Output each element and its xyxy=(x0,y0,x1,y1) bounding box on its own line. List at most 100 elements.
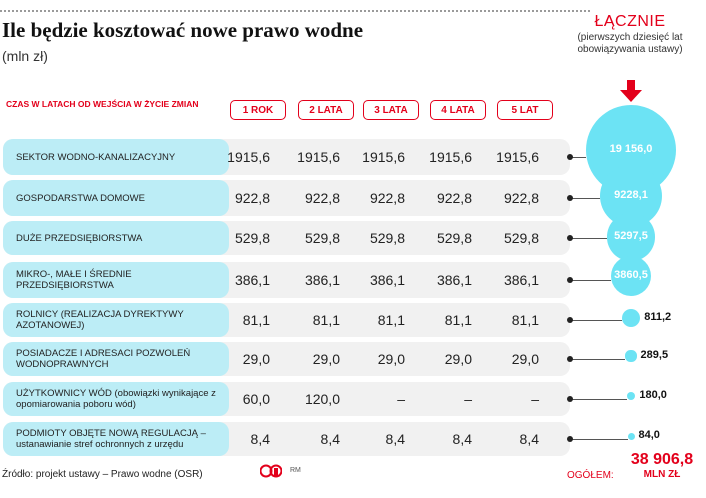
row-value-2: 1915,6 xyxy=(297,149,340,165)
leader-line xyxy=(570,320,622,321)
leader-line xyxy=(570,198,600,199)
column-header-5: 5 LAT xyxy=(497,100,553,120)
row-value-1: 529,8 xyxy=(234,230,270,246)
row-value-2: 120,0 xyxy=(304,391,340,407)
total-bubble xyxy=(626,391,636,401)
row-value-4: 1915,6 xyxy=(429,149,472,165)
row-value-3: 529,8 xyxy=(369,230,405,246)
total-value-label: 289,5 xyxy=(640,349,669,361)
total-value-label: 180,0 xyxy=(639,389,667,401)
chart-title: Ile będzie kosztować nowe prawo wodne xyxy=(2,18,364,42)
leader-dot xyxy=(567,356,573,362)
total-bubble xyxy=(627,432,635,440)
column-header-1: 1 ROK xyxy=(230,100,286,120)
table-row: PODMIOTY OBJĘTE NOWĄ REGULACJĄ – ustanaw… xyxy=(3,422,570,456)
row-value-1: 60,0 xyxy=(242,391,270,407)
leader-line xyxy=(570,157,586,158)
total-value-label: 19 156,0 xyxy=(609,143,653,155)
leader-line xyxy=(570,280,611,281)
total-bubble xyxy=(610,255,652,297)
row-value-4: 386,1 xyxy=(436,272,472,288)
row-value-3: 1915,6 xyxy=(362,149,405,165)
row-value-5: 29,0 xyxy=(511,351,539,367)
leader-dot xyxy=(567,396,573,402)
leader-line xyxy=(570,439,628,440)
row-value-2: 922,8 xyxy=(304,190,340,206)
leader-dot xyxy=(567,277,573,283)
leader-dot xyxy=(567,154,573,160)
row-value-1: 1915,6 xyxy=(227,149,270,165)
table-row: ROLNICY (REALIZACJA DYREKTYWY AZOTANOWEJ… xyxy=(3,303,570,337)
total-value-label: 9228,1 xyxy=(614,189,648,201)
row-value-2: 8,4 xyxy=(320,431,340,447)
row-label: PODMIOTY OBJĘTE NOWĄ REGULACJĄ – ustanaw… xyxy=(3,422,229,456)
row-value-4: 8,4 xyxy=(452,431,472,447)
row-label: DUŻE PRZEDSIĘBIORSTWA xyxy=(3,221,229,255)
top-dotted-rule xyxy=(0,10,590,12)
total-value-label: 3860,5 xyxy=(614,269,648,281)
row-value-4: – xyxy=(464,391,472,407)
row-value-3: 81,1 xyxy=(377,312,405,328)
column-header-3: 3 LATA xyxy=(363,100,419,120)
total-value-label: 811,2 xyxy=(644,311,672,323)
chart-unit: (mln zł) xyxy=(2,48,48,64)
grand-total: 38 906,8 MLN ZŁ xyxy=(620,451,704,481)
row-label: POSIADACZE I ADRESACI POZWOLEŃ WODNOPRAW… xyxy=(3,342,229,376)
total-header-title: ŁĄCZNIE xyxy=(594,13,666,30)
leader-dot xyxy=(567,235,573,241)
row-value-5: 529,8 xyxy=(503,230,539,246)
row-value-5: 1915,6 xyxy=(496,149,539,165)
grand-total-value: 38 906,8 xyxy=(630,451,694,468)
leader-line xyxy=(570,238,608,239)
total-value-label: 84,0 xyxy=(638,429,660,441)
total-value-label: 5297,5 xyxy=(614,230,648,242)
row-value-1: 8,4 xyxy=(250,431,270,447)
leader-line xyxy=(570,399,627,400)
row-label: MIKRO-, MAŁE I ŚREDNIE PRZEDSIĘBIORSTWA xyxy=(3,262,229,298)
grand-total-unit: MLN ZŁ xyxy=(643,469,681,480)
source-note: Źródło: projekt ustawy – Prawo wodne (OS… xyxy=(2,469,203,480)
row-value-5: – xyxy=(531,391,539,407)
table-row: SEKTOR WODNO-KANALIZACYJNY 1915,6 1915,6 19… xyxy=(3,139,570,175)
total-bubble xyxy=(621,308,641,328)
row-value-1: 81,1 xyxy=(242,312,270,328)
row-value-3: 29,0 xyxy=(377,351,405,367)
column-header-2: 2 LATA xyxy=(298,100,354,120)
row-value-5: 922,8 xyxy=(503,190,539,206)
table-row: DUŻE PRZEDSIĘBIORSTWA 529,8 529,8 529,8 529,… xyxy=(3,221,570,255)
row-value-5: 81,1 xyxy=(511,312,539,328)
row-value-3: 386,1 xyxy=(369,272,405,288)
leader-dot xyxy=(567,195,573,201)
total-bubble xyxy=(625,350,637,362)
row-value-3: 8,4 xyxy=(385,431,405,447)
leader-dot xyxy=(567,317,573,323)
row-value-3: – xyxy=(397,391,405,407)
row-value-2: 29,0 xyxy=(312,351,340,367)
row-label: GOSPODARSTWA DOMOWE xyxy=(3,180,229,216)
row-value-5: 8,4 xyxy=(519,431,539,447)
table-row: UŻYTKOWNICY WÓD (obowiązki wynikające z … xyxy=(3,382,570,416)
grand-total-label: OGÓŁEM: xyxy=(567,470,614,481)
row-value-4: 29,0 xyxy=(444,351,472,367)
table-row: MIKRO-, MAŁE I ŚREDNIE PRZEDSIĘBIORSTWA 3… xyxy=(3,262,570,298)
row-value-5: 386,1 xyxy=(503,272,539,288)
publisher-logo-icon xyxy=(260,464,282,478)
total-bubble xyxy=(607,213,655,261)
total-header: ŁĄCZNIE (pierwszych dziesięć lat obowiąz… xyxy=(560,13,700,56)
row-value-4: 529,8 xyxy=(436,230,472,246)
row-value-3: 922,8 xyxy=(369,190,405,206)
row-value-4: 81,1 xyxy=(444,312,472,328)
row-value-2: 81,1 xyxy=(312,312,340,328)
down-arrow-icon xyxy=(620,80,642,102)
row-value-1: 922,8 xyxy=(234,190,270,206)
row-value-1: 29,0 xyxy=(242,351,270,367)
leader-dot xyxy=(567,436,573,442)
author-initials: RM xyxy=(290,467,301,474)
row-label: ROLNICY (REALIZACJA DYREKTYWY AZOTANOWEJ… xyxy=(3,303,229,337)
leader-line xyxy=(570,359,626,360)
total-header-subtitle: (pierwszych dziesięć lat obowiązywania u… xyxy=(577,32,683,55)
row-label: SEKTOR WODNO-KANALIZACYJNY xyxy=(3,139,229,175)
table-row: POSIADACZE I ADRESACI POZWOLEŃ WODNOPRAW… xyxy=(3,342,570,376)
row-value-1: 386,1 xyxy=(234,272,270,288)
row-value-4: 922,8 xyxy=(436,190,472,206)
